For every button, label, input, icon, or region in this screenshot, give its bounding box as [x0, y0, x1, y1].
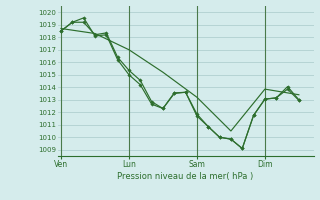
X-axis label: Pression niveau de la mer( hPa ): Pression niveau de la mer( hPa ) — [117, 172, 254, 181]
